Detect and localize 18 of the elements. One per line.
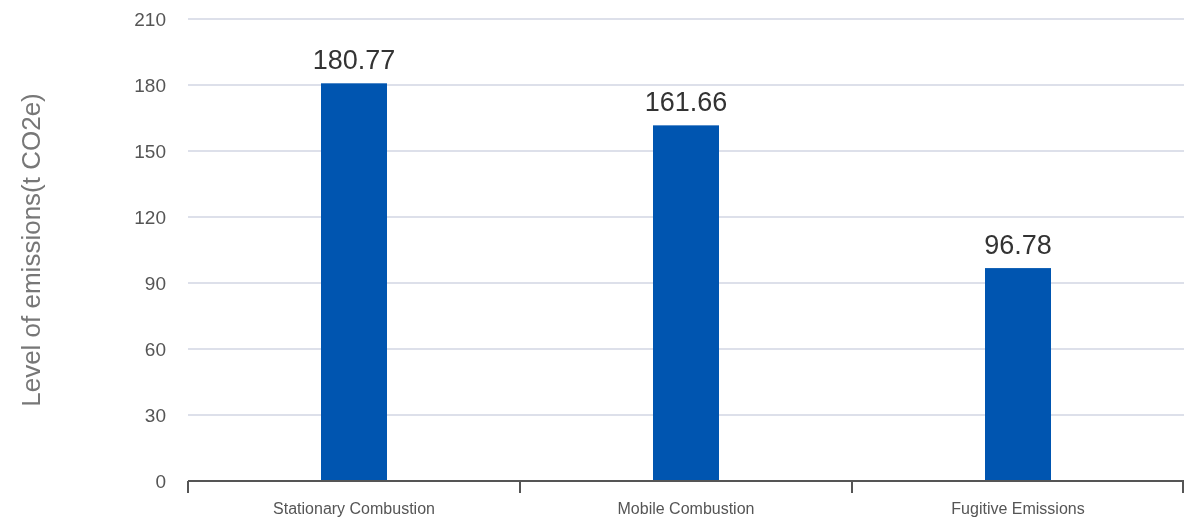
x-tick-label: Fugitive Emissions [951, 500, 1085, 517]
y-tick-label: 210 [134, 8, 166, 30]
y-tick-label: 150 [134, 140, 166, 162]
y-axis-title: Level of emissions(t CO2e) [16, 93, 46, 407]
data-label: 96.78 [984, 230, 1052, 261]
bar [985, 268, 1051, 481]
y-tick-label: 60 [144, 338, 166, 360]
y-tick-label: 120 [134, 206, 166, 228]
y-tick-label: 180 [134, 74, 166, 96]
bar [321, 83, 387, 481]
y-tick-label: 30 [144, 404, 166, 426]
y-tick-label: 90 [144, 272, 166, 294]
data-label: 180.77 [312, 45, 396, 76]
x-tick-label: Stationary Combustion [273, 500, 435, 517]
y-tick-label: 0 [155, 470, 166, 492]
data-label: 161.66 [644, 87, 728, 118]
x-tick-label: Mobile Combustion [617, 500, 755, 517]
bar [653, 125, 719, 481]
